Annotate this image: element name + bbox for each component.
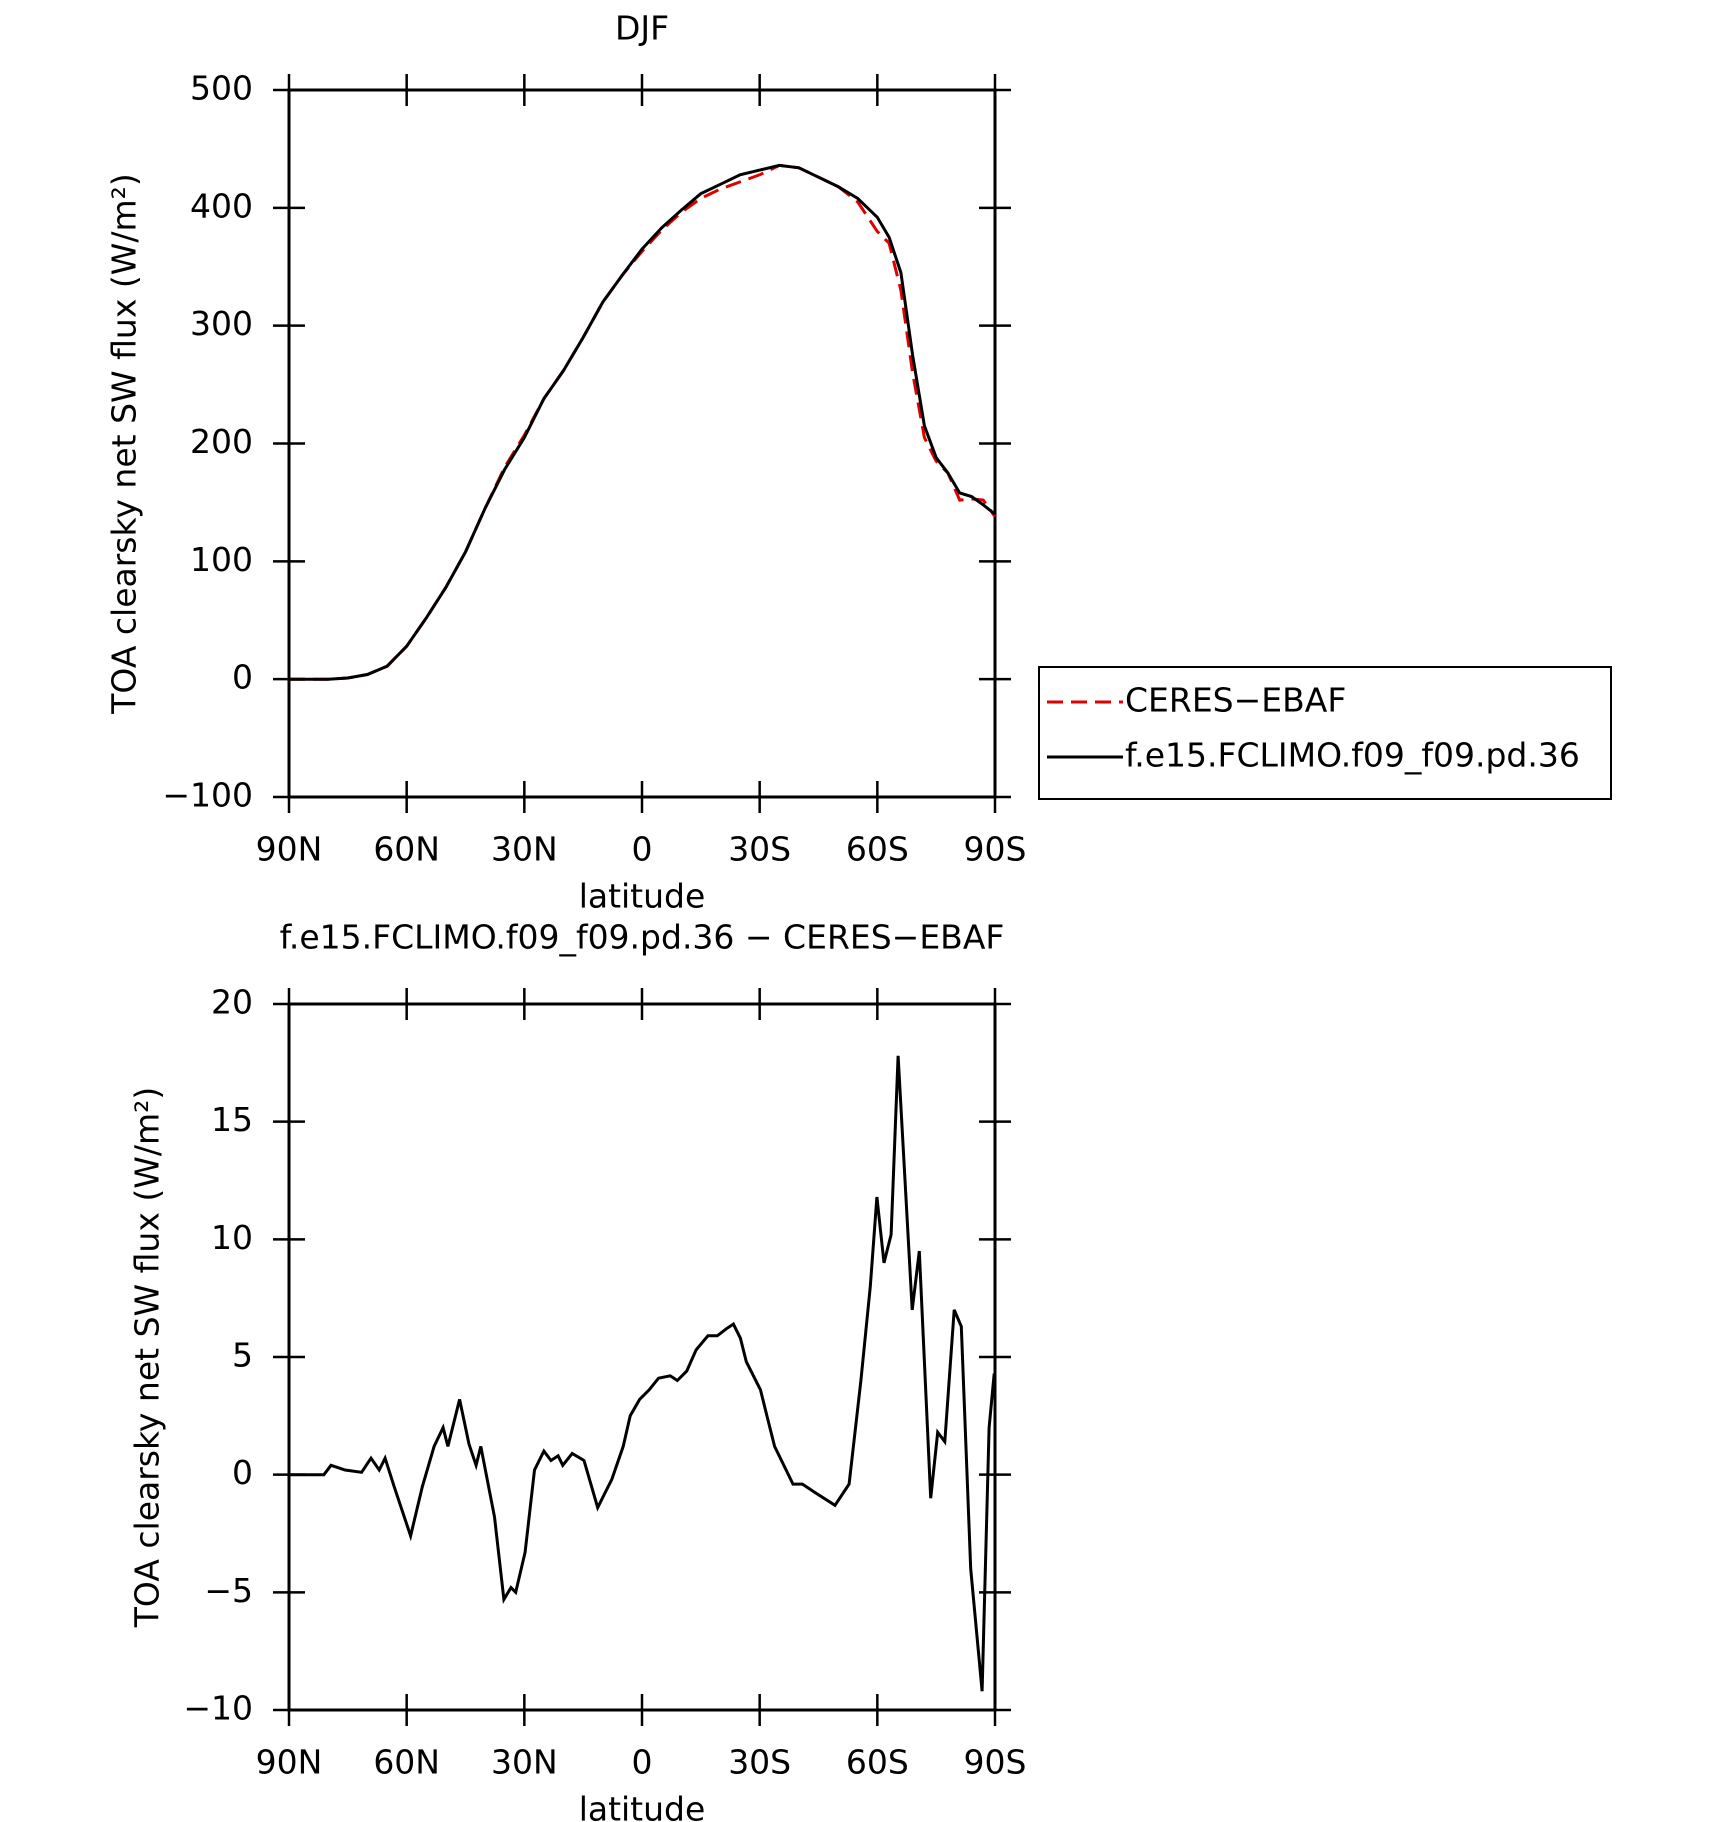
y-tick-label: 400 <box>190 186 253 225</box>
x-tick-label: 90N <box>256 830 323 869</box>
legend-label: f.e15.FCLIMO.f09_f09.pd.36 <box>1125 736 1580 775</box>
x-tick-label: 90S <box>964 830 1027 869</box>
y-tick-label: 300 <box>190 304 253 343</box>
x-tick-label: 0 <box>632 830 653 869</box>
x-tick-label: 60N <box>373 830 440 869</box>
data-line <box>289 1055 996 1692</box>
y-tick-label: 100 <box>190 540 253 579</box>
y-tick-label: 10 <box>211 1218 253 1257</box>
y-tick-label: 500 <box>190 69 253 108</box>
x-tick-label: 60S <box>846 830 909 869</box>
y-tick-label: 15 <box>211 1100 253 1139</box>
data-line <box>289 163 996 681</box>
x-tick-label: 90S <box>964 1743 1027 1782</box>
plot-frame <box>287 1002 997 1712</box>
x-tick-label: 60N <box>373 1743 440 1782</box>
y-tick-label: 0 <box>232 658 253 697</box>
chart-title: DJF <box>615 9 669 48</box>
y-tick-label: 0 <box>232 1453 253 1492</box>
x-axis-label: latitude <box>579 1790 706 1822</box>
y-tick-label: 20 <box>211 983 253 1022</box>
y-tick-label: −100 <box>162 776 253 815</box>
chart-title: f.e15.FCLIMO.f09_f09.pd.36 − CERES−EBAF <box>280 918 1005 957</box>
plot-frame <box>287 88 997 799</box>
y-tick-label: 200 <box>190 422 253 461</box>
x-tick-label: 30N <box>491 1743 558 1782</box>
y-axis-label: TOA clearsky net SW flux (W/m²) <box>105 173 144 714</box>
data-line <box>289 163 997 681</box>
legend-box <box>1038 666 1612 800</box>
y-axis-label: TOA clearsky net SW flux (W/m²) <box>128 1087 167 1628</box>
y-tick-label: −10 <box>183 1689 253 1728</box>
y-tick-label: 5 <box>232 1336 253 1375</box>
y-tick-label: −5 <box>204 1571 253 1610</box>
x-tick-label: 60S <box>846 1743 909 1782</box>
x-tick-label: 30S <box>728 830 791 869</box>
x-tick-label: 30N <box>491 830 558 869</box>
legend-label: CERES−EBAF <box>1125 681 1346 720</box>
x-tick-label: 0 <box>632 1743 653 1782</box>
x-tick-label: 90N <box>256 1743 323 1782</box>
x-tick-label: 30S <box>728 1743 791 1782</box>
x-axis-label: latitude <box>579 877 706 916</box>
